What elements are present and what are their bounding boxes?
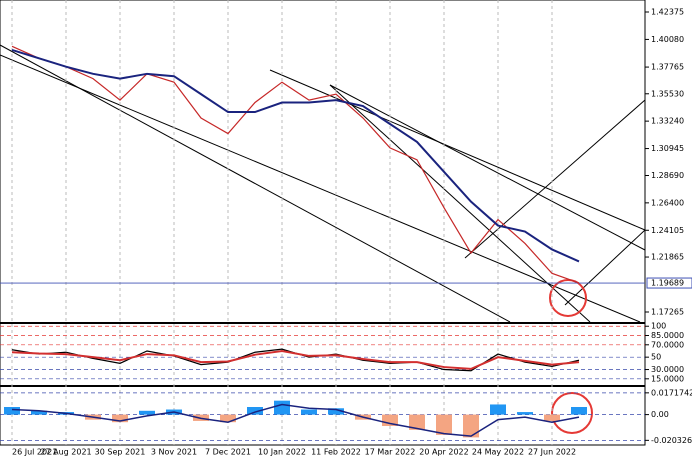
bar (544, 414, 560, 421)
y-tick-label: 1.30945 (651, 144, 684, 153)
current-price-box (646, 277, 692, 289)
series-line (11, 403, 580, 437)
y-tick-label: 70.0000 (651, 340, 684, 349)
x-tick-label: 10 Jan 2022 (258, 448, 306, 457)
bar (490, 404, 506, 415)
current-price-label: 1.19689 (651, 279, 684, 288)
x-tick-label: 3 Nov 2021 (151, 448, 197, 457)
annotation-circle (551, 392, 593, 434)
bar (328, 408, 344, 415)
y-tick-label: 1.24105 (651, 226, 684, 235)
x-tick-label: 26 Jul 2021 (12, 448, 57, 457)
y-tick-label: 15.0000 (651, 374, 684, 383)
x-tick-label: 30 Sep 2021 (95, 448, 146, 457)
bar (463, 414, 479, 438)
y-tick-label: 1.28690 (651, 171, 684, 180)
y-tick-label: 1.37765 (651, 63, 684, 72)
y-tick-label: 1.17265 (651, 307, 684, 316)
bar (517, 412, 533, 415)
y-tick-label: 1.21865 (651, 253, 684, 262)
bar (247, 407, 263, 415)
y-tick-label: 0.0171742 (651, 388, 692, 397)
annotation-circle (549, 279, 587, 317)
bar (409, 414, 425, 430)
bar (220, 414, 236, 423)
y-tick-label: 1.40080 (651, 35, 684, 44)
y-tick-label: 85.0000 (651, 331, 684, 340)
bar (301, 409, 317, 415)
series-line (11, 48, 580, 263)
bar (31, 410, 47, 415)
y-tick-label: 30.0000 (651, 365, 684, 374)
y-tick-label: 1.33240 (651, 117, 684, 126)
y-tick-label: 0.00 (651, 410, 669, 419)
bar (112, 414, 128, 423)
series-line (11, 45, 580, 284)
bar (436, 414, 452, 435)
bar (139, 410, 155, 415)
x-tick-label: 11 Feb 2022 (311, 448, 361, 457)
y-tick-label: 1.26400 (651, 198, 684, 207)
x-tick-label: 7 Dec 2021 (205, 448, 251, 457)
y-tick-label: -0.020326 (651, 436, 692, 445)
plot-frame (0, 0, 646, 446)
x-tick-label: 27 Jun 2022 (528, 448, 576, 457)
y-tick-label: 1.35530 (651, 89, 684, 98)
trend-lines (0, 44, 646, 323)
y-tick-label: 1.42375 (651, 7, 684, 16)
series-line (11, 349, 580, 370)
bar (274, 400, 290, 415)
y-tick-label: 50 (651, 353, 661, 362)
y-tick-label: 100 (651, 322, 666, 331)
x-tick-label: 17 Mar 2022 (365, 448, 416, 457)
x-tick-label: 24 May 2022 (472, 448, 524, 457)
bar (4, 407, 20, 415)
x-tick-label: 27 Aug 2021 (40, 448, 91, 457)
bar (571, 407, 587, 415)
x-tick-label: 20 Apr 2022 (419, 448, 468, 457)
bar (382, 414, 398, 426)
